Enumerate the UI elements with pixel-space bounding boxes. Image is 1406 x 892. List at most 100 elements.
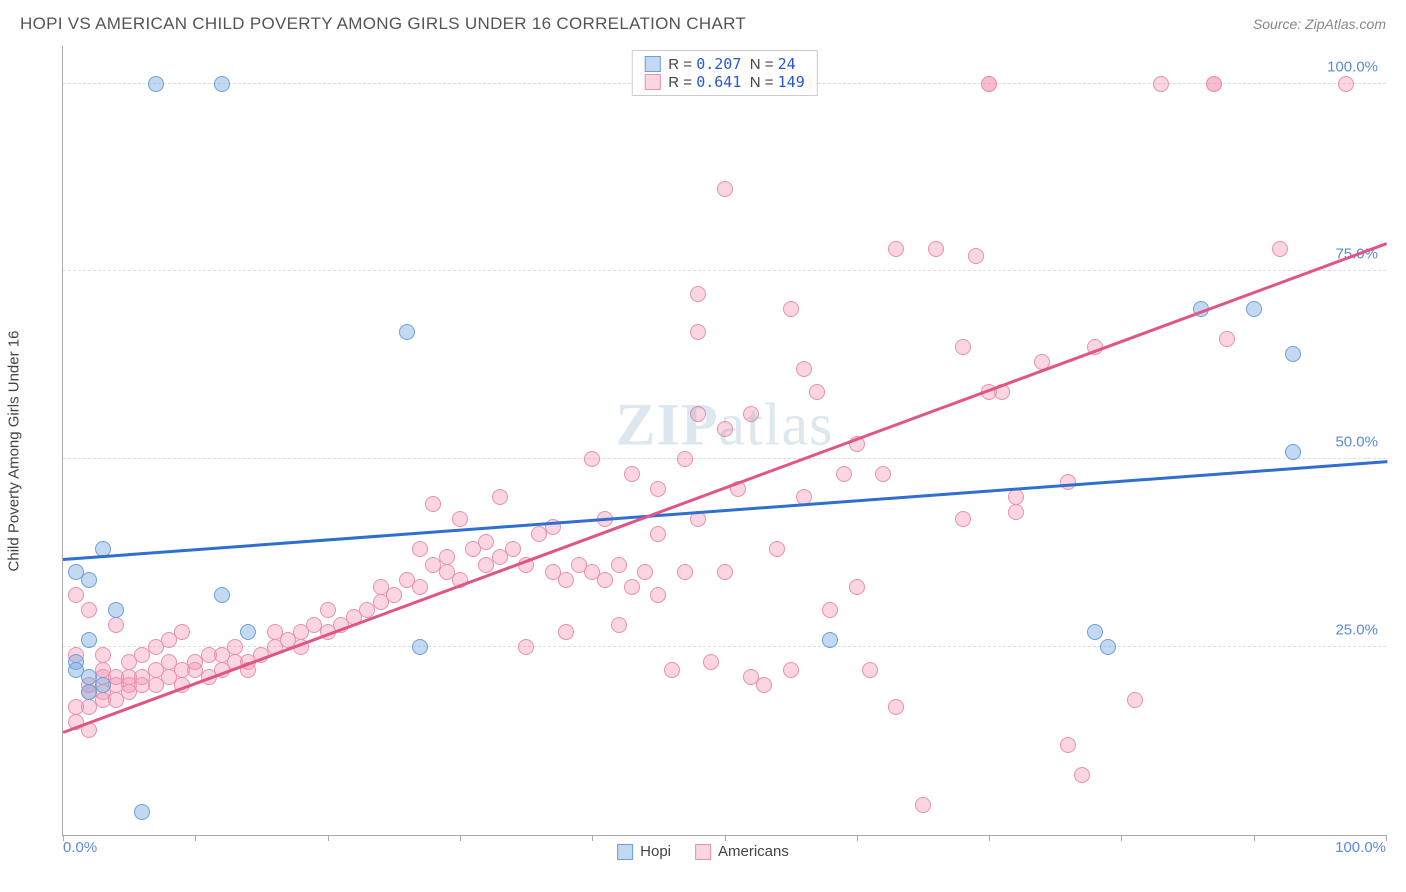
x-tick-label: 0.0% <box>63 839 97 856</box>
legend-swatch <box>617 844 633 860</box>
point-hopi <box>412 639 428 655</box>
point-americans <box>888 241 904 257</box>
point-hopi <box>81 572 97 588</box>
point-americans <box>1272 241 1288 257</box>
point-americans <box>955 511 971 527</box>
point-americans <box>690 406 706 422</box>
correlation-legend: R = 0.207 N = 24R = 0.641 N = 149 <box>631 50 817 96</box>
point-americans <box>584 451 600 467</box>
point-americans <box>1008 489 1024 505</box>
point-americans <box>783 662 799 678</box>
source-label: Source: ZipAtlas.com <box>1253 16 1386 32</box>
point-americans <box>1153 76 1169 92</box>
point-americans <box>968 248 984 264</box>
chart-area: Child Poverty Among Girls Under 16 ZIPat… <box>20 46 1386 856</box>
point-americans <box>81 602 97 618</box>
point-americans <box>637 564 653 580</box>
point-hopi <box>1100 639 1116 655</box>
point-americans <box>981 76 997 92</box>
point-hopi <box>1285 346 1301 362</box>
point-americans <box>875 466 891 482</box>
legend-label: Hopi <box>640 843 671 860</box>
point-americans <box>783 301 799 317</box>
point-hopi <box>240 624 256 640</box>
trendline-americans <box>63 242 1388 733</box>
point-americans <box>717 564 733 580</box>
point-americans <box>386 587 402 603</box>
point-hopi <box>1087 624 1103 640</box>
x-tick <box>460 835 461 841</box>
point-americans <box>703 654 719 670</box>
point-americans <box>717 421 733 437</box>
point-americans <box>1060 474 1076 490</box>
point-americans <box>849 579 865 595</box>
point-americans <box>1338 76 1354 92</box>
point-americans <box>1060 737 1076 753</box>
point-americans <box>690 324 706 340</box>
chart-title: HOPI VS AMERICAN CHILD POVERTY AMONG GIR… <box>20 14 746 34</box>
point-americans <box>611 557 627 573</box>
point-hopi <box>214 76 230 92</box>
legend-swatch <box>695 844 711 860</box>
x-tick <box>195 835 196 841</box>
point-americans <box>822 602 838 618</box>
point-americans <box>955 339 971 355</box>
point-americans <box>650 587 666 603</box>
x-tick-label: 100.0% <box>1335 839 1386 856</box>
point-americans <box>664 662 680 678</box>
point-hopi <box>81 684 97 700</box>
point-americans <box>915 797 931 813</box>
point-americans <box>174 624 190 640</box>
x-tick <box>592 835 593 841</box>
point-americans <box>796 361 812 377</box>
point-americans <box>68 699 84 715</box>
y-tick-label: 50.0% <box>1335 434 1378 451</box>
point-americans <box>505 541 521 557</box>
point-americans <box>1206 76 1222 92</box>
legend-row: R = 0.641 N = 149 <box>644 73 804 91</box>
point-americans <box>597 572 613 588</box>
y-tick-label: 100.0% <box>1327 58 1378 75</box>
point-americans <box>677 564 693 580</box>
point-americans <box>624 466 640 482</box>
x-tick <box>725 835 726 841</box>
point-americans <box>756 677 772 693</box>
point-hopi <box>81 632 97 648</box>
point-americans <box>836 466 852 482</box>
point-americans <box>1219 331 1235 347</box>
trendline-hopi <box>63 460 1387 560</box>
x-tick <box>989 835 990 841</box>
point-americans <box>809 384 825 400</box>
point-americans <box>558 624 574 640</box>
point-americans <box>650 481 666 497</box>
point-americans <box>518 639 534 655</box>
legend-item: Hopi <box>617 843 671 860</box>
legend-label: Americans <box>718 843 789 860</box>
point-americans <box>769 541 785 557</box>
point-americans <box>650 526 666 542</box>
x-tick <box>328 835 329 841</box>
point-americans <box>478 534 494 550</box>
point-hopi <box>214 587 230 603</box>
legend-row: R = 0.207 N = 24 <box>644 55 804 73</box>
point-americans <box>452 511 468 527</box>
point-hopi <box>822 632 838 648</box>
point-americans <box>412 541 428 557</box>
point-americans <box>888 699 904 715</box>
y-axis-label: Child Poverty Among Girls Under 16 <box>6 331 23 572</box>
point-americans <box>227 639 243 655</box>
legend-item: Americans <box>695 843 789 860</box>
legend-stats: R = 0.207 N = 24 <box>668 55 795 73</box>
gridline <box>63 270 1386 271</box>
legend-swatch <box>644 74 660 90</box>
point-hopi <box>134 804 150 820</box>
point-americans <box>320 602 336 618</box>
x-tick <box>857 835 858 841</box>
point-hopi <box>148 76 164 92</box>
point-americans <box>439 549 455 565</box>
point-hopi <box>1246 301 1262 317</box>
point-americans <box>717 181 733 197</box>
point-americans <box>611 617 627 633</box>
point-americans <box>425 496 441 512</box>
point-americans <box>862 662 878 678</box>
